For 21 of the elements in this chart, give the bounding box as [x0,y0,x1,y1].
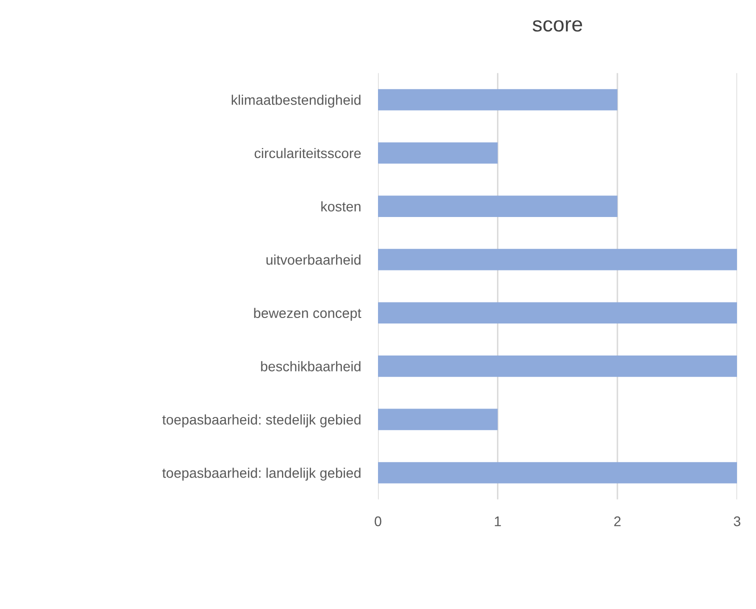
y-tick-label: beschikbaarheid [261,361,360,372]
bar [378,356,738,377]
bar [378,89,618,110]
bar [378,462,738,484]
y-tick-label: uitvoerbaarheid [266,254,360,265]
bar [378,248,738,270]
y-tick-label: klimaatbestendigheid [232,94,360,108]
x-tick-label: 1 [494,516,501,526]
y-tick-label: kosten [321,201,360,212]
bar [378,142,498,164]
y-tick-label: circulariteitsscore [254,148,361,158]
x-tick-label: 2 [614,516,621,526]
x-tick-label: 3 [734,516,740,526]
y-tick-label: toepasbaarheid: stedelijk gebied [162,414,360,428]
x-tick-label: 0 [374,516,382,526]
bar [378,196,618,217]
chart-title: score [532,20,582,32]
y-tick-label: bewezen concept [254,308,362,321]
y-tick-label: toepasbaarheid: landelijk gebied [162,468,360,481]
bar [378,408,498,430]
bar [378,302,738,324]
